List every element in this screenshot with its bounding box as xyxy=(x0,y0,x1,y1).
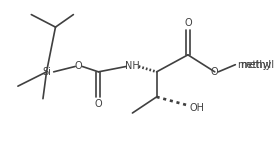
Text: O: O xyxy=(95,99,102,109)
Text: O: O xyxy=(211,67,219,77)
Text: methyl: methyl xyxy=(237,60,271,70)
Text: OH: OH xyxy=(189,103,204,113)
Text: methyl: methyl xyxy=(240,60,274,70)
Text: Si: Si xyxy=(42,67,51,77)
Text: NH: NH xyxy=(125,61,140,71)
Text: O: O xyxy=(75,61,82,71)
Text: O: O xyxy=(184,18,192,28)
